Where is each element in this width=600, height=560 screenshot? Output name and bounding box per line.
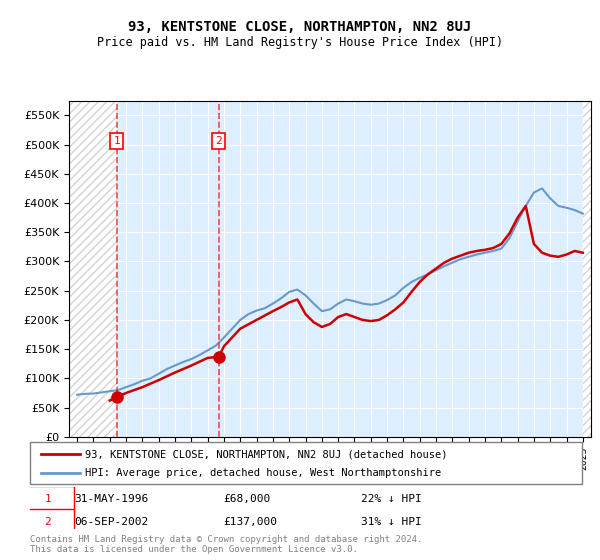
- Bar: [69, 101, 116, 437]
- Bar: [583, 101, 591, 437]
- Text: £137,000: £137,000: [223, 517, 277, 527]
- FancyBboxPatch shape: [22, 486, 74, 511]
- Text: HPI: Average price, detached house, West Northamptonshire: HPI: Average price, detached house, West…: [85, 468, 442, 478]
- Text: 31-MAY-1996: 31-MAY-1996: [74, 494, 148, 504]
- Text: 2: 2: [215, 136, 222, 146]
- Text: Contains HM Land Registry data © Crown copyright and database right 2024.
This d: Contains HM Land Registry data © Crown c…: [30, 535, 422, 554]
- Text: 2: 2: [44, 517, 51, 527]
- Text: 1: 1: [113, 136, 120, 146]
- Text: 93, KENTSTONE CLOSE, NORTHAMPTON, NN2 8UJ (detached house): 93, KENTSTONE CLOSE, NORTHAMPTON, NN2 8U…: [85, 449, 448, 459]
- FancyBboxPatch shape: [22, 510, 74, 534]
- Text: 1: 1: [44, 494, 51, 504]
- Text: 22% ↓ HPI: 22% ↓ HPI: [361, 494, 422, 504]
- Text: £68,000: £68,000: [223, 494, 271, 504]
- Text: 93, KENTSTONE CLOSE, NORTHAMPTON, NN2 8UJ: 93, KENTSTONE CLOSE, NORTHAMPTON, NN2 8U…: [128, 20, 472, 34]
- Bar: [69, 101, 116, 437]
- Text: 31% ↓ HPI: 31% ↓ HPI: [361, 517, 422, 527]
- FancyBboxPatch shape: [30, 442, 582, 484]
- Bar: [116, 101, 583, 437]
- Bar: [583, 101, 591, 437]
- Text: 06-SEP-2002: 06-SEP-2002: [74, 517, 148, 527]
- Text: Price paid vs. HM Land Registry's House Price Index (HPI): Price paid vs. HM Land Registry's House …: [97, 36, 503, 49]
